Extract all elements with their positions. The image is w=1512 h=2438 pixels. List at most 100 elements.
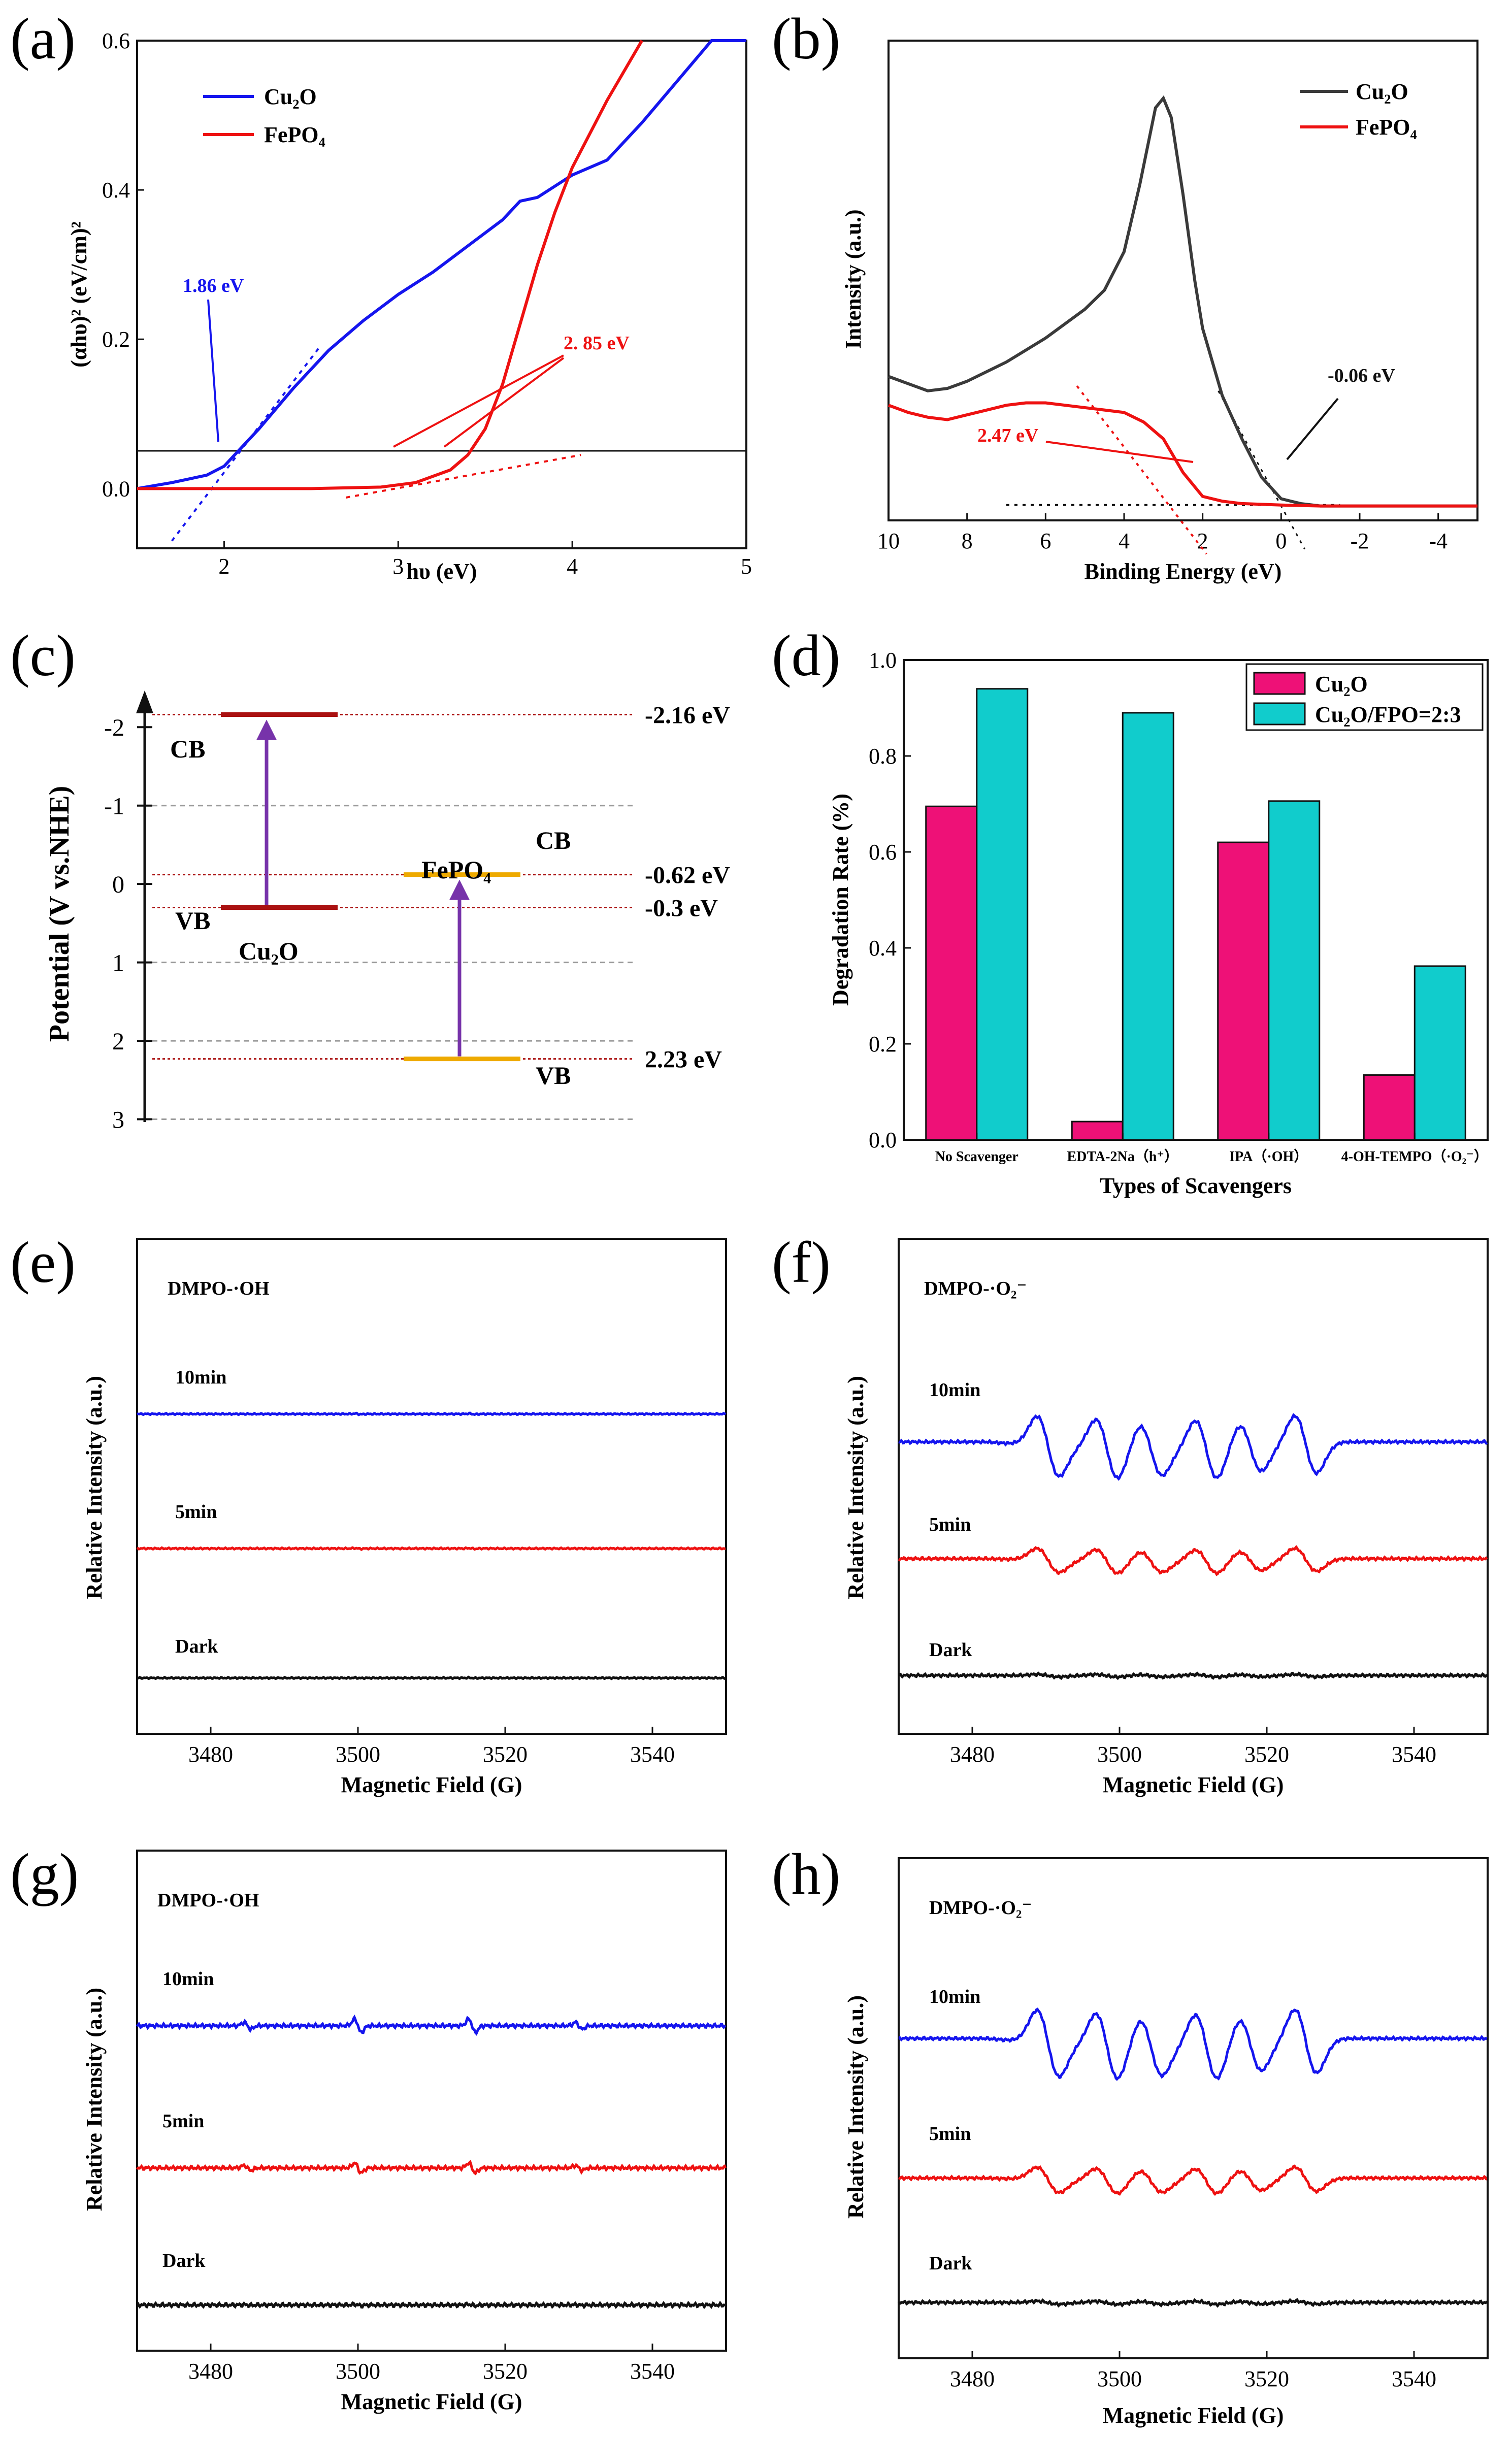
annotation-2-85ev: 2. 85 eV (564, 333, 630, 354)
x-tick-label: 3480 (188, 1742, 233, 1767)
x-tick-label-b: 2 (1197, 529, 1208, 553)
panel-label-f: (f) (772, 1230, 831, 1295)
panel-e: DMPO-·OH 10min 5min Dark Magnetic Field … (82, 1238, 727, 1797)
bar-1-1 (1122, 712, 1174, 1141)
legend-label-fepo4-a: FePO₄ (264, 122, 325, 147)
epr-trace-5min (136, 1546, 726, 1552)
x-tick-label: 3540 (630, 2359, 675, 2384)
legend-label-cu2o-b: Cu₂O (1356, 79, 1408, 104)
y-tick-label-a: 0.4 (102, 178, 130, 203)
annotation-minus-0-06ev: -0.06 eV (1328, 365, 1396, 386)
x-axis-title-g: Magnetic Field (G) (341, 2389, 522, 2414)
title-h: DMPO-·O₂⁻ (929, 1897, 1032, 1919)
x-tick-label: 3500 (1097, 2366, 1142, 2391)
panel-c: -2 -1 0 1 2 3 -2.16 eV -0.3 eV -0.62 eV 2.23 eV P… (44, 690, 730, 1134)
category-label-d: 4-OH-TEMPO（·O₂⁻） (1341, 1148, 1488, 1165)
y-axis-title-f: Relative Intensity (a.u.) (843, 1376, 868, 1599)
x-axis-title-h: Magnetic Field (G) (1103, 2403, 1284, 2428)
series-label-10min-g: 10min (162, 1968, 214, 1990)
panel-label-d: (d) (772, 623, 840, 688)
legend-label-cu2o-a: Cu₂O (264, 84, 317, 109)
x-tick-label-b: -2 (1351, 529, 1369, 553)
fepo4-cb-label: CB (536, 826, 571, 854)
legend-label-cu2o-d: Cu₂O (1315, 672, 1368, 697)
y-tick-label-c: -1 (104, 793, 124, 820)
title-f: DMPO-·O₂⁻ (924, 1278, 1027, 1299)
panel-b: 10 8 6 4 2 0 -2 -4 Binding Energy (eV) Intensit… (841, 40, 1478, 584)
fepo4-arrow-head (449, 879, 470, 900)
plot-frame-h (898, 1857, 1489, 2359)
epr-trace-10min (136, 2014, 727, 2036)
panel-label-a: (a) (10, 7, 76, 72)
tangent-fepo4-a (346, 454, 581, 499)
epr-trace-Dark (137, 2300, 726, 2310)
x-tick-label: 3540 (630, 1742, 675, 1767)
x-axis-title-a: hυ (eV) (407, 559, 477, 584)
x-tick-label: 3540 (1392, 2366, 1436, 2391)
panel-label-b: (b) (772, 7, 840, 72)
plot-frame-f (898, 1238, 1489, 1735)
y-tick-label-d: 0.4 (869, 936, 897, 961)
cu2o-arrow-head (256, 719, 277, 740)
arrow-2-47ev (1045, 441, 1194, 463)
arrow-2-85ev-1 (393, 354, 564, 448)
x-axis-title-b: Binding Energy (eV) (1084, 559, 1282, 584)
series-label-5min-h: 5min (929, 2123, 971, 2145)
cu2o-cb-label: CB (170, 735, 205, 763)
cu2o-vb-label: VB (175, 906, 210, 935)
legend-label-fepo4-b: FePO₄ (1356, 115, 1417, 140)
panel-label-c: (c) (10, 623, 76, 688)
epr-trace-5min (898, 2164, 1488, 2196)
category-label-d: IPA（·OH） (1229, 1148, 1308, 1165)
category-label-d: EDTA-2Na（h⁺） (1067, 1148, 1178, 1165)
fepo4-vb-label: VB (536, 1061, 571, 1090)
y-tick-label-c: 3 (112, 1107, 124, 1134)
y-axis-title-d: Degradation Rate (%) (828, 794, 853, 1006)
panel-g: DMPO-·OH 10min 5min Dark Magnetic Field … (82, 1850, 727, 2414)
title-e: DMPO-·OH (168, 1278, 270, 1299)
x-tick-label: 3480 (950, 2366, 995, 2391)
annotation-2-47ev: 2.47 eV (977, 425, 1039, 446)
y-tick-label-c: 1 (112, 950, 124, 977)
x-tick-label: 3480 (188, 2359, 233, 2384)
series-label-dark-g: Dark (162, 2250, 206, 2271)
legend-label-composite-d: Cu₂O/FPO=2:3 (1315, 702, 1461, 727)
x-tick-label: 3520 (1244, 2366, 1289, 2391)
cu2o-material-label: Cu₂O (239, 937, 299, 965)
y-axis-title-c: Potential (V vs.NHE) (44, 786, 75, 1042)
plot-frame-e (136, 1238, 727, 1735)
x-tick-label-a: 4 (567, 554, 578, 579)
x-tick-label: 3540 (1392, 1742, 1436, 1767)
plot-frame-d (903, 659, 1489, 1141)
panel-label-g: (g) (10, 1842, 79, 1907)
x-tick-label-b: -4 (1429, 529, 1448, 553)
level-value-label-c: 2.23 eV (645, 1046, 722, 1073)
panel-a: 2 3 4 5 0.0 0.2 0.4 0.6 hυ (eV) (αhυ)² (eV/cm)²… (67, 28, 752, 584)
y-axis-title-e: Relative Intensity (a.u.) (82, 1376, 107, 1599)
epr-trace-10min (898, 2007, 1488, 2081)
legend-swatch-cu2o-d (1253, 672, 1306, 695)
epr-trace-10min (137, 1411, 727, 1416)
plot-frame-b (888, 40, 1478, 521)
y-axis-title-h: Relative Intensity (a.u.) (843, 1995, 868, 2219)
series-label-10min-f: 10min (929, 1379, 980, 1401)
arrow-1-86ev (207, 299, 219, 442)
y-tick-label-c: 0 (112, 871, 124, 898)
x-tick-label: 3520 (483, 2359, 528, 2384)
series-label-dark-e: Dark (175, 1636, 218, 1657)
epr-trace-5min (898, 1545, 1488, 1576)
level-value-label-c: -2.16 eV (645, 702, 730, 729)
panel-f: DMPO-·O₂⁻ 10min 5min Dark Magnetic Field… (843, 1238, 1489, 1797)
y-axis-title-g: Relative Intensity (a.u.) (82, 1988, 107, 2211)
plot-frame-a (136, 40, 747, 549)
level-value-label-c: -0.3 eV (645, 895, 718, 922)
x-tick-label: 3480 (950, 1742, 995, 1767)
bar-1-3 (1414, 965, 1466, 1141)
annotation-1-86ev: 1.86 eV (183, 275, 244, 296)
bar-0-3 (1363, 1074, 1416, 1141)
y-axis-title-b: Intensity (a.u.) (841, 209, 866, 349)
series-label-5min-f: 5min (929, 1514, 971, 1535)
series-line-a-1 (137, 40, 643, 490)
category-label-d: No Scavenger (935, 1149, 1018, 1165)
panel-h: DMPO-·O₂⁻ 10min 5min Dark Magnetic Field… (843, 1857, 1489, 2428)
